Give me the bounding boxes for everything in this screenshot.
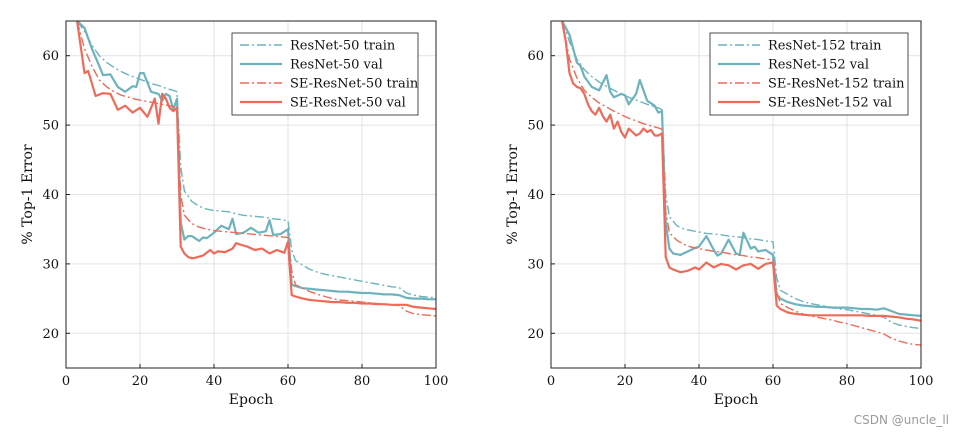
x-tick-label: 60 — [765, 374, 782, 389]
series-line-se-resnet-152-val — [561, 21, 921, 322]
y-tick-label: 30 — [42, 257, 59, 272]
y-axis-label: % Top-1 Error — [505, 144, 521, 245]
series-line-se-resnet-50-train — [76, 21, 436, 317]
y-axis-label: % Top-1 Error — [20, 144, 36, 245]
legend-label: ResNet-50 val — [290, 58, 383, 73]
y-tick-label: 30 — [527, 257, 544, 272]
legend-label: ResNet-50 train — [290, 39, 396, 54]
y-tick-label: 20 — [527, 327, 544, 342]
legend-label: SE-ResNet-50 train — [290, 77, 419, 92]
x-tick-label: 80 — [354, 374, 371, 389]
legend-label: ResNet-152 val — [768, 58, 869, 73]
y-tick-label: 50 — [527, 119, 544, 134]
series-group — [561, 21, 921, 346]
series-line-se-resnet-152-train — [561, 21, 921, 346]
x-tick-label: 0 — [62, 374, 70, 389]
y-tick-label: 50 — [42, 119, 59, 134]
legend-label: SE-ResNet-50 val — [290, 96, 406, 111]
x-tick-label: 20 — [132, 374, 149, 389]
x-tick-label: 80 — [839, 374, 856, 389]
legend-label: SE-ResNet-152 val — [768, 96, 892, 111]
y-tick-label: 20 — [42, 327, 59, 342]
legend-label: ResNet-152 train — [768, 39, 882, 54]
y-tick-label: 40 — [527, 188, 544, 203]
series-line-resnet-152-val — [561, 21, 921, 317]
y-tick-label: 60 — [527, 49, 544, 64]
x-axis-label: Epoch — [229, 392, 273, 408]
y-tick-label: 40 — [42, 188, 59, 203]
x-axis-label: Epoch — [714, 392, 758, 408]
x-tick-label: 40 — [206, 374, 223, 389]
x-tick-label: 40 — [691, 374, 708, 389]
x-tick-label: 60 — [280, 374, 297, 389]
x-tick-label: 100 — [424, 374, 449, 389]
x-tick-label: 100 — [909, 374, 934, 389]
legend-label: SE-ResNet-152 train — [768, 77, 905, 92]
series-line-se-resnet-50-val — [76, 21, 436, 311]
chart-resnet-152: 0 20 40 60 80 100 20 30 40 50 60 Epoch % Top-1 Error… — [505, 20, 934, 408]
x-tick-label: 20 — [617, 374, 634, 389]
y-tick-label: 60 — [42, 49, 59, 64]
chart-resnet-50: 0 20 40 60 80 100 20 30 40 50 60 Epoch % Top-1 Error… — [20, 20, 449, 408]
watermark-text: CSDN @uncle_ll — [853, 413, 949, 427]
x-tick-label: 0 — [547, 374, 555, 389]
series-line-resnet-50-val — [76, 21, 436, 301]
series-group — [76, 21, 436, 317]
series-line-resnet-50-train — [76, 21, 436, 299]
